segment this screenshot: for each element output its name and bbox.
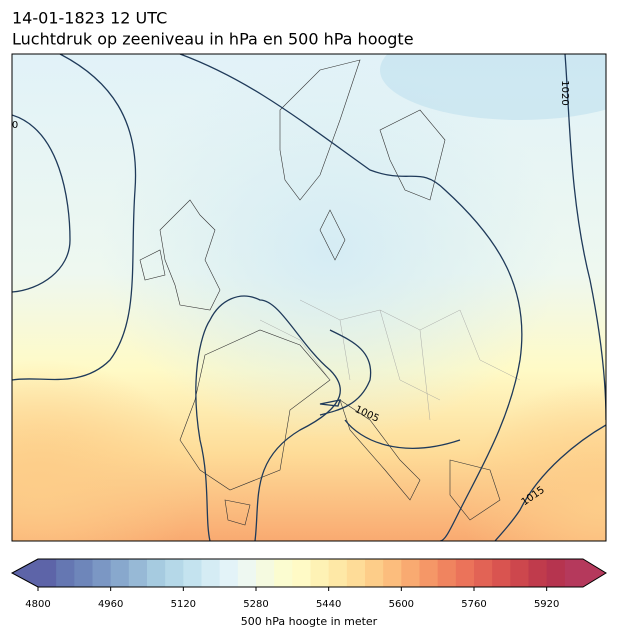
subtitle: Luchtdruk op zeeniveau in hPa en 500 hPa… bbox=[12, 30, 414, 49]
contour-label: 1020 bbox=[559, 80, 570, 105]
colorbar-extend bbox=[12, 559, 38, 587]
colorbar-bin bbox=[165, 559, 184, 587]
colorbar-tick-label: 5760 bbox=[461, 599, 486, 610]
map-frame bbox=[11, 53, 607, 542]
isobar bbox=[564, 54, 606, 421]
isobar bbox=[319, 399, 341, 407]
isobar bbox=[195, 295, 341, 541]
colorbar-bin bbox=[328, 559, 348, 587]
colorbar-bin bbox=[219, 559, 239, 587]
colorbar-tick-label: 5920 bbox=[534, 599, 559, 610]
colorbar-tick-label: 4960 bbox=[98, 599, 123, 610]
colorbar-bin bbox=[365, 559, 384, 587]
colorbar-bin bbox=[56, 559, 75, 587]
colorbar-tick-label: 5120 bbox=[171, 599, 196, 610]
colorbar-bin bbox=[346, 559, 366, 587]
colorbar-bin bbox=[92, 559, 112, 587]
colorbar-bin bbox=[528, 559, 548, 587]
colorbar-bin bbox=[474, 559, 493, 587]
colorbar-bin bbox=[110, 559, 130, 587]
colorbar-bin bbox=[401, 559, 420, 587]
colorbar-tick-label: 4800 bbox=[25, 599, 50, 610]
colorbar-bin bbox=[564, 559, 584, 587]
colorbar-bin bbox=[419, 559, 439, 587]
colorbar-bin bbox=[183, 559, 202, 587]
colorbar-bin bbox=[38, 559, 57, 587]
title: 14-01-1823 12 UTC bbox=[12, 9, 167, 28]
colorbar-label: 500 hPa hoogte in meter bbox=[241, 615, 378, 628]
colorbar-bin bbox=[128, 559, 148, 587]
colorbar-outline bbox=[10, 558, 607, 588]
colorbar-bin bbox=[201, 559, 221, 587]
isobar bbox=[494, 424, 606, 541]
colorbar-bin bbox=[546, 559, 566, 587]
colorbar-bin bbox=[437, 559, 457, 587]
colorbar-tick-label: 5280 bbox=[243, 599, 268, 610]
colorbar-bin bbox=[274, 559, 293, 587]
map: 1020 1015 1005 0 bbox=[12, 54, 606, 541]
colorbar-bin bbox=[510, 559, 529, 587]
isobar bbox=[179, 54, 523, 541]
colorbar-tick-label: 5600 bbox=[389, 599, 414, 610]
colorbar-bin bbox=[383, 559, 402, 587]
colorbar-bin bbox=[237, 559, 257, 587]
colorbar-bin bbox=[292, 559, 311, 587]
colorbar-bin bbox=[256, 559, 275, 587]
isobar bbox=[12, 54, 137, 381]
colorbar-bin bbox=[74, 559, 93, 587]
colorbar-bin bbox=[147, 559, 166, 587]
colorbar: 4800 4960 5120 5280 5440 5600 5760 5920 bbox=[10, 558, 607, 610]
colorbar-bin bbox=[455, 559, 475, 587]
isobar bbox=[319, 329, 372, 416]
colorbar-bin bbox=[492, 559, 511, 587]
isobar bbox=[344, 419, 461, 449]
colorbar-tick-label: 5440 bbox=[316, 599, 341, 610]
contour-label: 0 bbox=[12, 120, 18, 131]
isobar bbox=[12, 114, 71, 293]
colorbar-bin bbox=[310, 559, 330, 587]
colorbar-extend bbox=[583, 559, 606, 587]
